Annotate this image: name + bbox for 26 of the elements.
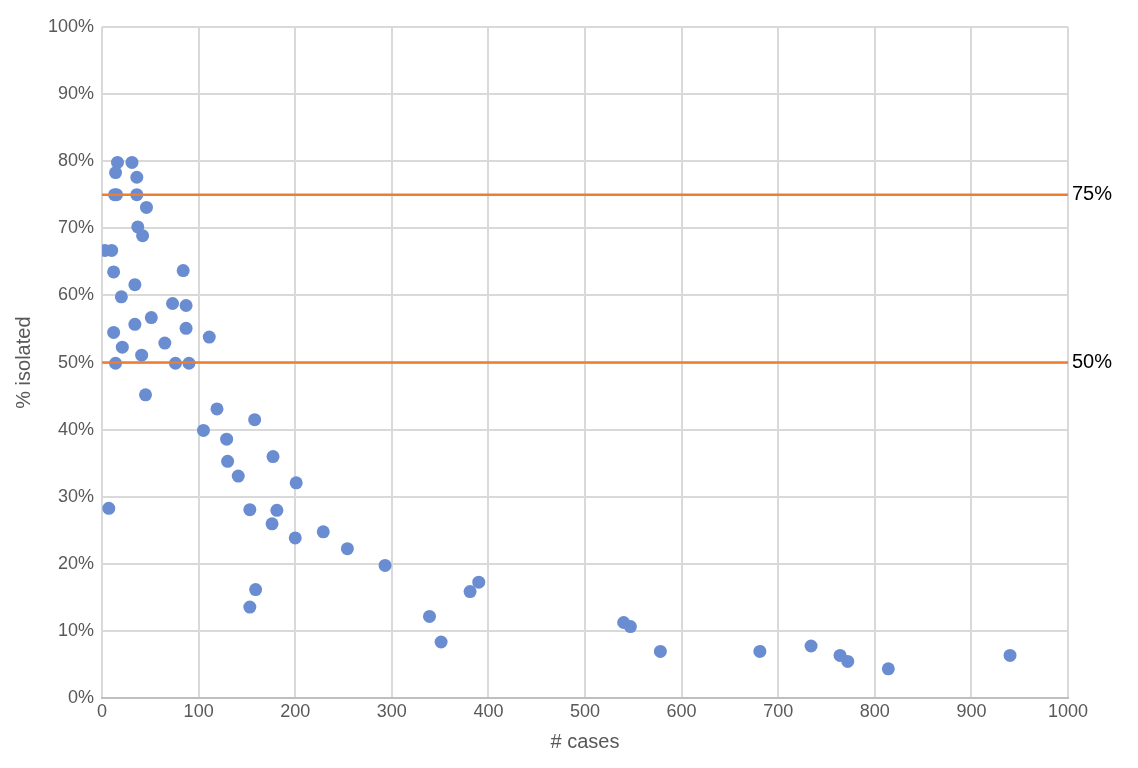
x-tick-label: 0 — [97, 701, 108, 722]
y-tick-label: 30% — [58, 485, 95, 506]
y-tick-label: 80% — [58, 150, 95, 171]
y-tick-label: 70% — [58, 217, 95, 238]
y-tick-label: 10% — [58, 620, 95, 641]
x-tick-label: 900 — [956, 701, 987, 722]
ref-line-label: 75% — [1072, 182, 1113, 205]
x-tick-label: 700 — [763, 701, 794, 722]
x-tick-label: 800 — [859, 701, 890, 722]
x-axis-title: # cases — [550, 729, 620, 752]
y-tick-label: 90% — [58, 82, 95, 103]
x-tick-label: 200 — [280, 701, 311, 722]
y-tick-label: 100% — [47, 15, 95, 36]
y-tick-label: 60% — [58, 284, 95, 305]
y-tick-label: 20% — [58, 553, 95, 574]
x-tick-label: 100 — [183, 701, 214, 722]
x-tick-label: 500 — [570, 701, 601, 722]
y-tick-label: 0% — [68, 687, 95, 708]
y-axis-title: % isolated — [11, 316, 34, 409]
x-tick-label: 600 — [666, 701, 697, 722]
x-tick-label: 400 — [473, 701, 504, 722]
y-tick-label: 40% — [58, 418, 95, 439]
x-tick-label: 300 — [376, 701, 407, 722]
y-tick-label: 50% — [58, 351, 95, 372]
x-tick-label: 1000 — [1047, 701, 1089, 722]
ref-line-label: 50% — [1072, 350, 1113, 373]
